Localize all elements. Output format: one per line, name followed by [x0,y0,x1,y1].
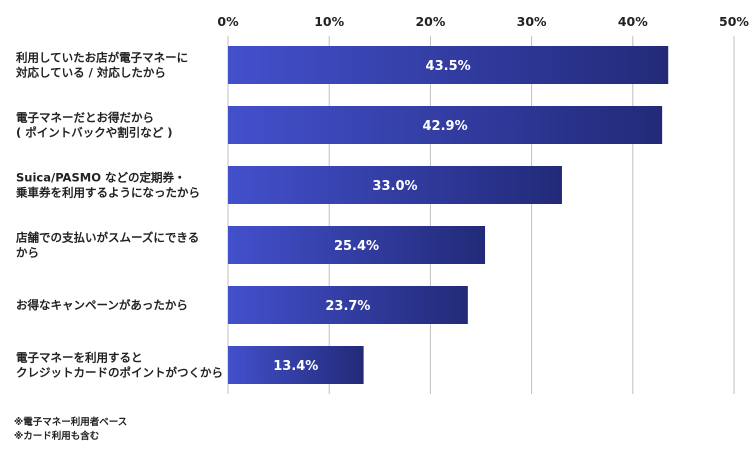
bar-1 [228,106,663,144]
tick-label-50: 50% [719,14,749,29]
category-label-line: 電子マネーを利用すると [16,351,143,365]
category-label-line: 電子マネーだとお得だから [16,111,154,125]
category-label-line: 対応している / 対応したから [15,66,166,80]
category-label-line: ( ポイントバックや割引など ) [16,126,173,140]
category-label-2: Suica/PASMO などの定期券・乗車券を利用するようになったから [15,171,200,200]
tick-label-10: 10% [314,14,344,29]
bar-2 [228,166,562,204]
value-label-3: 25.4% [334,239,379,254]
value-label-1: 42.9% [423,119,468,134]
tick-label-40: 40% [618,14,648,29]
tick-label-0: 0% [217,14,239,29]
footnote-base: ※電子マネー利用者ベース [14,417,128,428]
category-label-5: 電子マネーを利用するとクレジットカードのポイントがつくから [16,351,223,380]
category-label-line: 乗車券を利用するようになったから [15,186,200,200]
value-label-2: 33.0% [372,179,417,194]
bar-5 [228,346,364,384]
value-label-5: 13.4% [273,359,318,374]
category-label-3: 店舗での支払いがスムーズにできるから [16,231,199,260]
category-label-line: から [16,246,39,260]
bar-4 [228,286,468,324]
value-label-0: 43.5% [426,59,471,74]
category-label-line: お得なキャンペーンがあったから [16,298,188,312]
category-label-line: クレジットカードのポイントがつくから [16,366,223,380]
category-label-line: Suica/PASMO などの定期券・ [16,171,185,185]
bar-3 [228,226,486,264]
category-label-line: 利用していたお店が電子マネーに [15,51,188,65]
bar-0 [228,46,669,84]
tick-label-30: 30% [517,14,547,29]
category-label-1: 電子マネーだとお得だから( ポイントバックや割引など ) [16,111,173,140]
category-label-4: お得なキャンペーンがあったから [16,298,188,312]
value-label-4: 23.7% [325,299,370,314]
footnote-card: ※カード利用も含む [14,431,100,442]
tick-label-20: 20% [415,14,445,29]
category-label-line: 店舗での支払いがスムーズにできる [16,231,199,245]
category-label-0: 利用していたお店が電子マネーに対応している / 対応したから [15,51,188,80]
